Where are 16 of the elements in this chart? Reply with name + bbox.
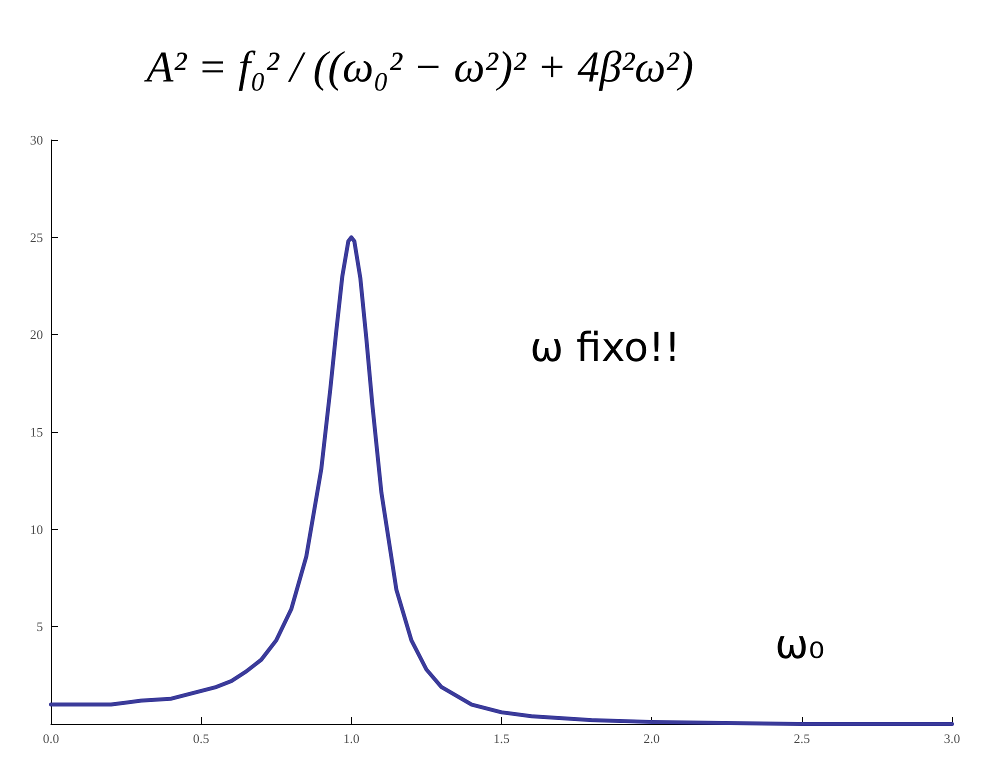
x-tick-label: 2.5 xyxy=(794,731,810,746)
y-tick-label: 5 xyxy=(36,619,43,634)
x-tick-label: 1.0 xyxy=(343,731,360,746)
x-tick-label: 0.0 xyxy=(42,731,60,746)
x-tick-label: 1.5 xyxy=(493,731,510,746)
y-tick-label: 25 xyxy=(30,230,43,245)
x-tick-label: 3.0 xyxy=(944,731,960,746)
y-tick-label: 20 xyxy=(30,327,43,342)
y-tick-label: 15 xyxy=(30,424,43,440)
x-tick-label: 0.5 xyxy=(193,731,210,746)
annotation: ω fixo!! xyxy=(530,325,680,371)
x-axis-title: ω₀ xyxy=(775,622,825,668)
y-tick-label: 30 xyxy=(30,132,43,148)
chart-title: A² = f₀² / ((ω₀² − ω²)² + 4β²ω²) xyxy=(143,42,694,92)
y-tick-label: 10 xyxy=(30,522,43,537)
x-tick-label: 2.0 xyxy=(644,731,660,746)
